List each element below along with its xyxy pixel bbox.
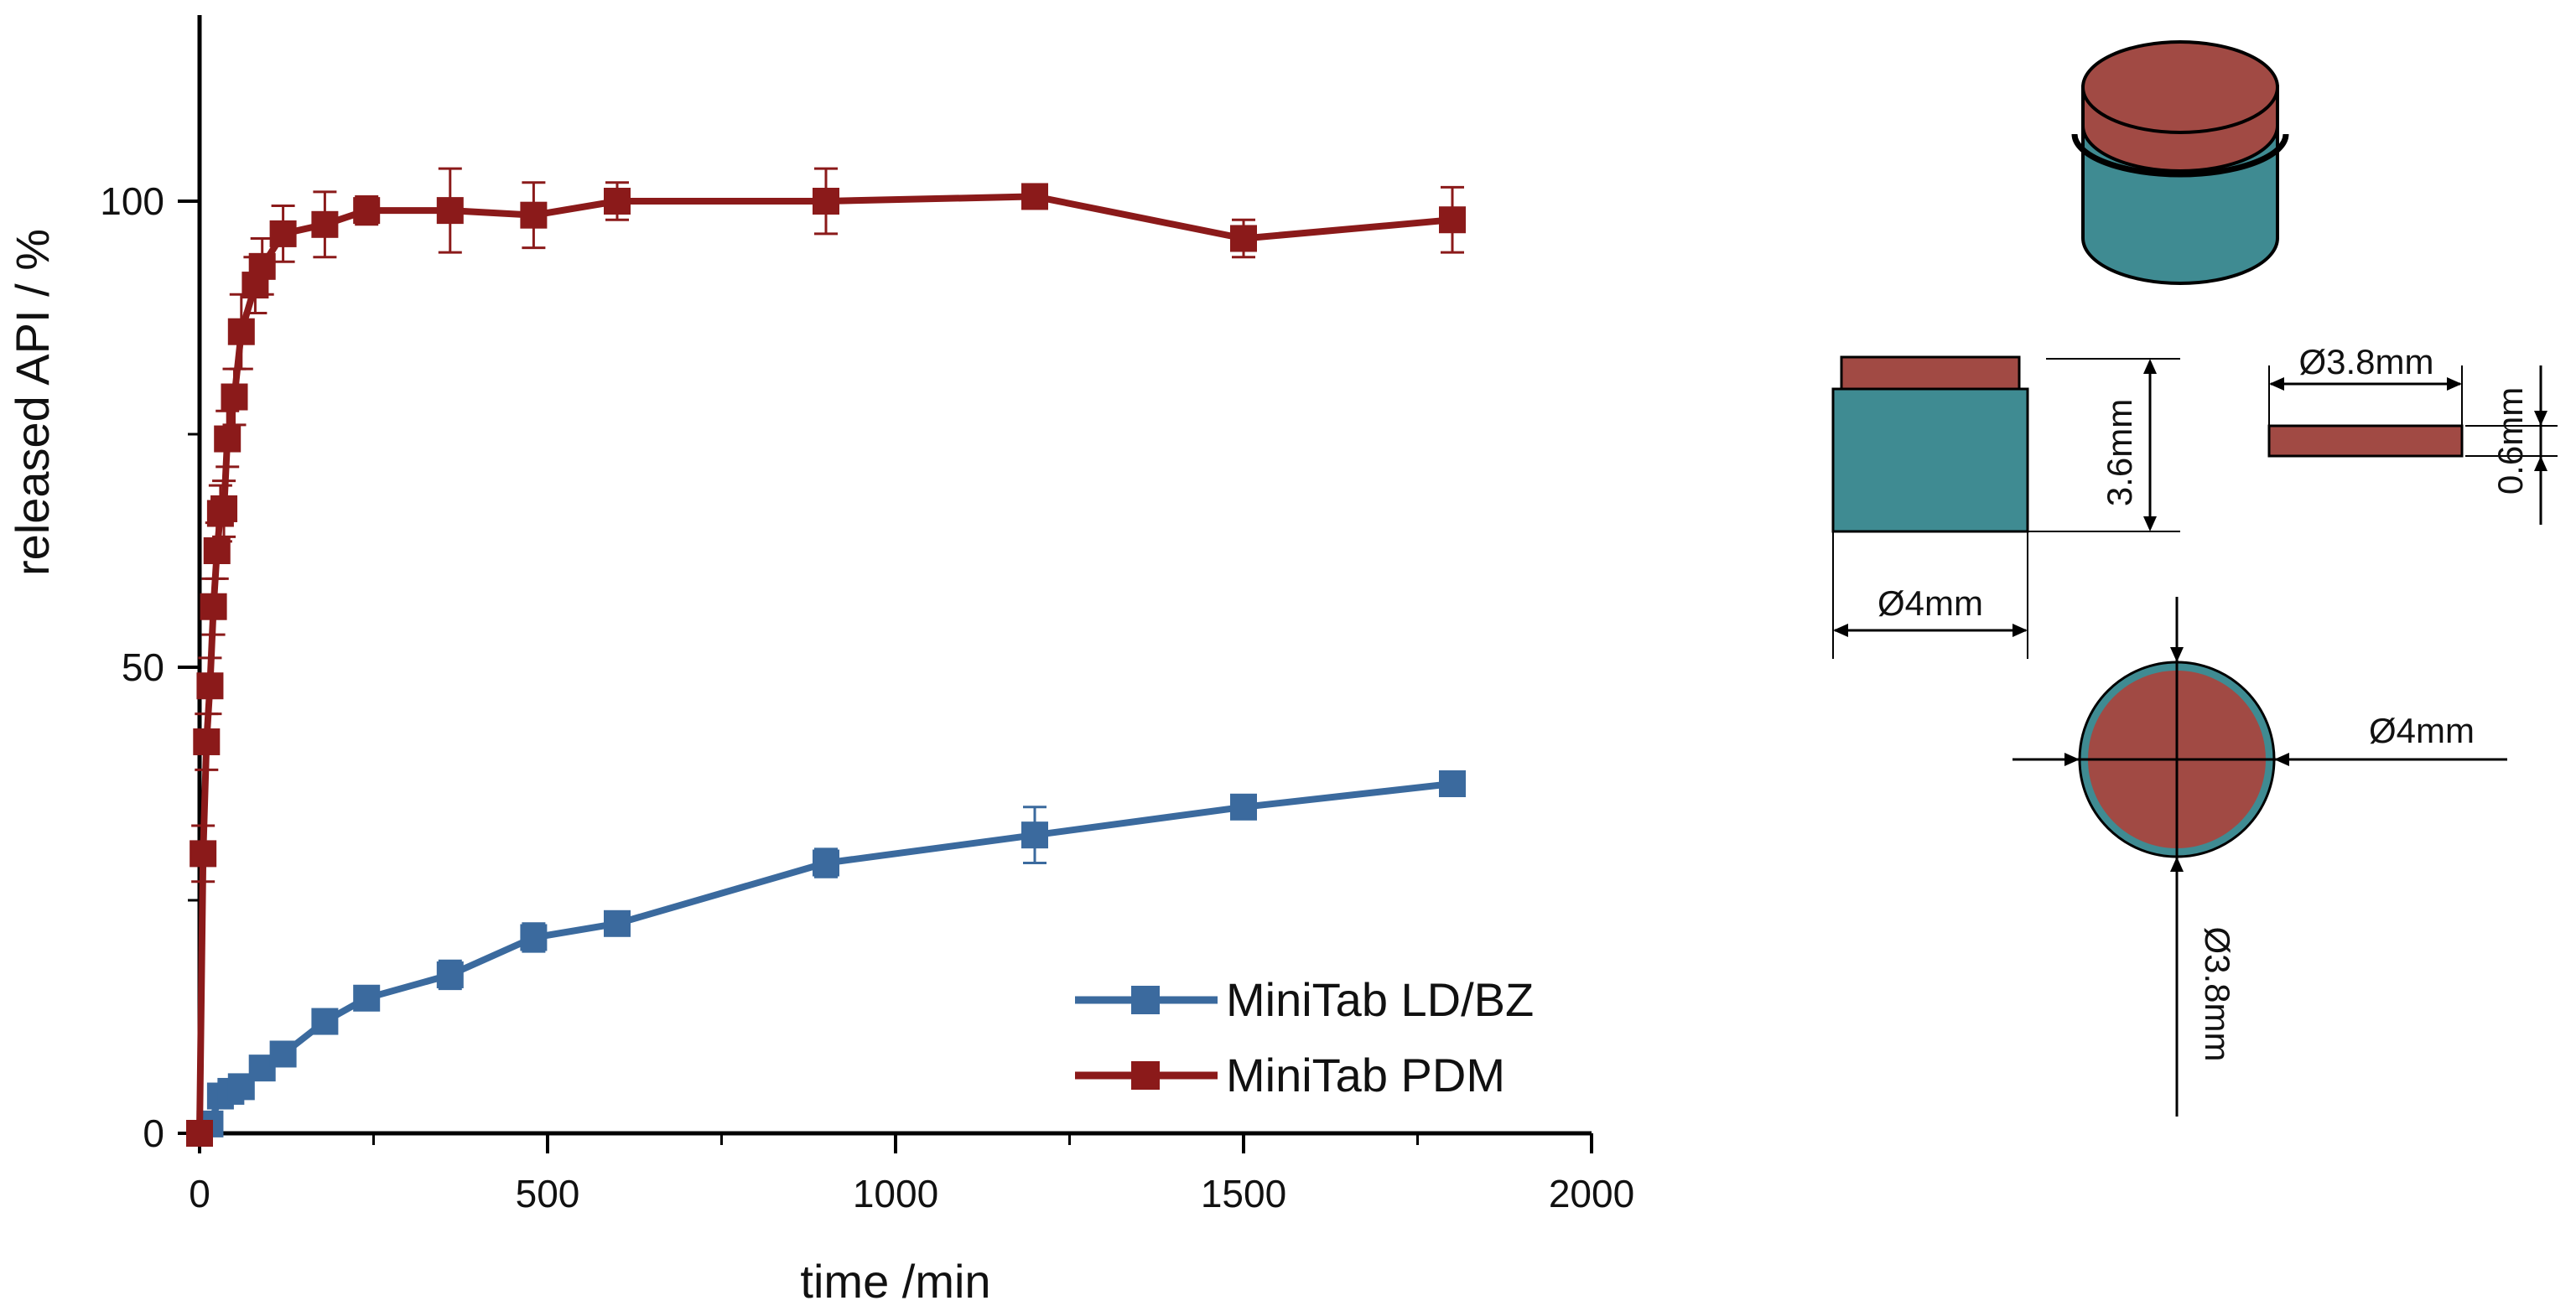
data-point [813,849,839,877]
data-point [1439,206,1466,234]
minitablet-schematic: 3.6mm Ø4mm Ø3.8mm 0.6mm [1831,40,2558,1117]
cylinder-3d [2071,40,2289,285]
top-outer-diameter-label: Ø4mm [2369,711,2475,750]
y-tick-label-100: 100 [100,179,164,223]
data-point [210,495,238,522]
data-point [520,924,548,951]
data-point [436,197,464,225]
layer-arrow-right [2447,377,2462,391]
height-arrow-bottom [2143,516,2157,531]
layer-thickness-label: 0.6mm [2490,387,2530,495]
data-point [813,188,839,215]
thick-arrow-bottom [2534,456,2547,471]
height-dimension-label: 3.6mm [2100,399,2139,506]
data-point [520,201,548,229]
x-axis-title: time /min [800,1255,990,1308]
legend-item-ld-bz: MiniTab LD/BZ [1075,973,1534,1026]
data-point [1021,183,1048,210]
data-point [227,318,255,345]
series-1 [186,167,1466,1147]
data-point [190,840,217,868]
cylinder-core-rim [2071,133,2289,178]
data-point [311,1008,339,1035]
top-arrow-down [2170,857,2184,872]
x-tick-label-0: 0 [189,1172,210,1215]
diam-arrow-right [2012,624,2028,637]
legend-marker-ld-bz [1131,986,1160,1014]
side-diameter-label: Ø4mm [1877,583,1983,623]
y-ticks: 0 50 100 [100,179,200,1155]
data-point [203,537,231,564]
layer-detail-slab [2267,424,2464,458]
data-point [269,220,297,247]
legend-label-pdm: MiniTab PDM [1226,1049,1505,1101]
series-0 [186,770,1466,1147]
data-point [269,1040,297,1068]
x-tick-label-1000: 1000 [853,1172,938,1215]
data-point [436,961,464,988]
legend-marker-pdm [1131,1061,1160,1090]
top-arrow-left [2064,753,2080,766]
top-inner-diameter-label: Ø3.8mm [2198,926,2237,1061]
data-point [214,425,242,453]
data-point [604,188,631,215]
data-point [311,210,339,238]
data-point [1439,770,1466,797]
data-point [193,728,221,755]
y-tick-label-50: 50 [122,645,164,689]
data-point [200,593,227,620]
data-point [221,383,248,411]
release-chart: 0 500 1000 1500 2000 0 50 100 time /min releas… [6,15,1634,1308]
legend-label-ld-bz: MiniTab LD/BZ [1226,973,1534,1026]
side-view-layer [1840,355,2021,391]
y-axis-title: released API / % [6,229,59,576]
data-point [1230,225,1257,252]
legend-item-pdm: MiniTab PDM [1075,1049,1505,1101]
thick-arrow-top [2534,411,2547,426]
data-point [1230,793,1257,821]
y-tick-label-0: 0 [143,1112,164,1155]
x-ticks: 0 500 1000 1500 2000 [189,1133,1634,1215]
layer-diameter-label: Ø3.8mm [2298,342,2433,381]
height-arrow-top [2143,359,2157,374]
diam-arrow-left [1833,624,1848,637]
layer-arrow-left [2269,377,2284,391]
data-point [186,1120,213,1147]
cylinder-top-face [2081,40,2279,134]
top-arrow-up [2170,647,2184,662]
top-arrow-right [2274,753,2289,766]
x-tick-label-1500: 1500 [1201,1172,1286,1215]
legend: MiniTab LD/BZ MiniTab PDM [1075,973,1534,1101]
x-tick-label-2000: 2000 [1549,1172,1634,1215]
data-point [1021,821,1048,849]
data-point [248,252,276,280]
side-view-core [1831,387,2029,533]
side-view: 3.6mm Ø4mm [1831,355,2180,659]
data-point [353,984,381,1012]
series-layer [186,167,1466,1147]
data-point [604,909,631,937]
data-point [196,672,224,700]
x-tick-label-500: 500 [516,1172,580,1215]
axes: 0 500 1000 1500 2000 0 50 100 [100,15,1634,1215]
data-point [353,197,381,225]
top-view: Ø4mm Ø3.8mm [2012,597,2507,1117]
layer-detail: Ø3.8mm 0.6mm [2267,342,2558,525]
